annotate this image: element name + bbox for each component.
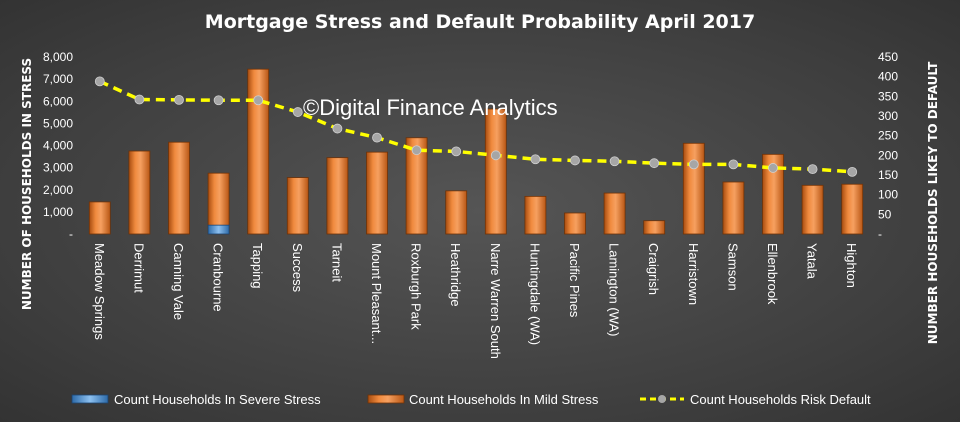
point-risk-default [372,132,382,143]
category-label: Craigrish [646,243,661,295]
category-label: Derrimut [131,243,146,293]
bar-mild-stress [88,201,111,235]
y-tick-label: - [69,227,73,241]
point-risk-default [213,95,224,106]
point-risk-default [728,159,739,170]
bar-mild-stress [643,220,666,235]
category-label: Ellenbrook [765,243,780,305]
point-risk-default [174,94,184,105]
y2-tick-label: 350 [878,89,898,103]
category-label: Canning Vale [171,243,186,320]
bar-mild-stress [484,108,507,235]
category-label: Yatala [805,243,820,280]
y2-tick-label: 450 [878,50,898,64]
y2-tick-label: 50 [878,207,892,221]
y-tick-label: 7,000 [43,72,73,86]
bar-mild-stress [405,137,428,235]
bar-mild-stress [722,181,745,235]
y2-tick-label: 200 [878,148,898,162]
bar-mild-stress [564,212,586,235]
point-risk-default [411,145,422,156]
bar-mild-stress [445,190,468,235]
y-tick-label: 2,000 [43,183,73,197]
bar-mild-stress [801,184,824,235]
point-risk-default [688,159,699,170]
legend-swatch-mild [367,394,405,404]
y-tick-label: 1,000 [43,205,73,219]
legend-label-severe: Count Households In Severe Stress [114,392,321,407]
y-tick-label: 6,000 [43,94,73,108]
bar-mild-stress [603,192,626,235]
bar-mild-stress [524,195,547,235]
bar-mild-stress [286,177,309,235]
legend-label-line: Count Households Risk Default [690,392,871,407]
bar-mild-stress [841,183,864,235]
point-risk-default [292,107,303,117]
legend-marker-line [658,395,666,403]
category-label: Meadow Springs [92,243,107,340]
y-tick-label: 8,000 [43,50,73,64]
y-tick-label: 3,000 [43,161,73,175]
y-tick-label: 4,000 [43,139,73,153]
legend-swatch-severe [71,394,109,404]
bar-mild-stress [168,141,190,235]
y2-tick-label: 300 [878,109,898,123]
category-label: Highton [844,243,859,288]
point-risk-default [253,95,264,106]
legend: Count Households In Severe Stress Count H… [71,392,871,407]
category-label: Harristown [686,243,701,305]
point-risk-default [768,163,778,173]
category-label: Samson [725,243,740,291]
y2-tick-label: 100 [878,188,898,202]
point-risk-default [134,94,145,105]
category-label: Tarneit [329,243,344,282]
category-label: Heathridge [448,243,463,307]
bar-severe-stress [207,224,230,235]
point-risk-default [649,158,660,169]
y-axis-title: NUMBER OF HOUSEHOLDS IN STRESS [20,58,34,310]
point-risk-default [332,123,343,134]
y2-axis-title: NUMBER HOUSEHOLDS LIKEY TO DEFAULT [926,61,940,344]
category-label: Roxburgh Park [409,243,424,330]
category-label: Pacific Pines [567,243,582,318]
category-label: Tapping [250,243,265,289]
bar-mild-stress [682,142,705,235]
y2-tick-label: 150 [878,168,898,182]
category-label: Narre Warren South [488,243,503,359]
category-label: Mount Pleasant... [369,243,384,344]
y2-tick-label: 250 [878,129,898,143]
point-risk-default [847,166,858,177]
watermark: ©Digital Finance Analytics [303,95,558,120]
point-risk-default [570,155,580,166]
bar-mild-stress [366,151,388,235]
bar-mild-stress [326,157,349,235]
category-label: Lamington (WA) [607,243,622,336]
legend-label-mild: Count Households In Mild Stress [409,392,599,407]
category-label: Huntingdale (WA) [527,243,542,345]
y-tick-label: 5,000 [43,116,73,130]
point-risk-default [807,164,818,175]
point-risk-default [490,150,501,161]
point-risk-default [530,154,541,165]
category-label: Success [290,243,305,293]
category-label: Cranbourne [211,243,226,312]
bar-mild-stress [247,68,270,235]
point-risk-default [609,156,620,167]
y2-tick-label: - [878,227,882,241]
point-risk-default [94,76,105,87]
y2-tick-label: 400 [878,70,898,84]
plot-area: - 1,000 2,000 3,000 4,000 5,000 6,000 7,000 8,00… [43,50,898,359]
bar-mild-stress [762,153,784,235]
chart-title: Mortgage Stress and Default Probability … [205,11,755,33]
bar-mild-stress [128,150,151,235]
point-risk-default [451,146,462,157]
